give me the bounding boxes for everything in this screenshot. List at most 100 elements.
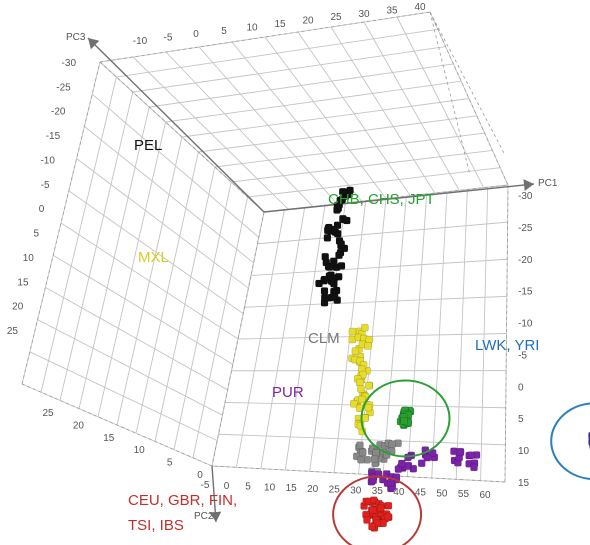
data-point-ceu-gbr-fin-tsi-ibs [384, 512, 392, 521]
pc1-axis-label: PC1 [538, 178, 558, 189]
label-clm: CLM [308, 330, 340, 347]
top-edge-tick-label: 40 [414, 2, 426, 13]
top-edge-tick-label: 15 [274, 19, 286, 30]
data-point-mxl [350, 400, 358, 408]
pc1-axis-arrowhead [523, 179, 534, 191]
frame-edge [429, 11, 506, 156]
grid-line-floor [237, 333, 507, 340]
data-point-pel [325, 263, 334, 271]
pc3-tick-label: 5 [34, 229, 40, 240]
pc3-tick-label: -5 [41, 180, 50, 191]
grid-line-floor [218, 433, 506, 446]
pc1-axis [263, 183, 535, 213]
grid-line-back-wall [231, 149, 493, 183]
data-point-pel [320, 277, 328, 285]
top-edge-tick-label: 35 [386, 5, 398, 16]
pc1-tick-label: 10 [264, 482, 276, 493]
data-point-mxl [364, 342, 372, 350]
pc3-tick-label: -30 [62, 58, 77, 69]
frame-edge [21, 383, 213, 467]
pc1-tick-label: 30 [350, 485, 362, 496]
pc1-tick-label: 5 [245, 482, 251, 493]
data-point-mxl [348, 335, 356, 344]
label-mxl: MXL [138, 249, 169, 266]
grid-line-back-wall [363, 21, 460, 191]
label-ceu-gbr-fin: CEU, GBR, FIN, [128, 492, 237, 509]
right-edge-tick-label: 5 [518, 414, 524, 425]
data-point-ceu-gbr-fin-tsi-ibs [368, 522, 376, 531]
pc1-tick-label: 0 [224, 481, 230, 492]
data-point-pel [323, 234, 332, 242]
data-point-pel [330, 280, 338, 288]
data-point-mxl [364, 403, 373, 412]
pc3-axis [87, 37, 265, 213]
data-point-mxl [357, 385, 365, 393]
data-point-mxl [356, 378, 364, 387]
pc2-tick-label: 15 [103, 433, 115, 444]
grid-line-back-wall [214, 132, 485, 168]
data-point-layer [315, 186, 590, 532]
top-edge-tick-label: 25 [330, 12, 342, 23]
data-point-mxl [361, 324, 369, 332]
frame-edge [429, 11, 509, 186]
pc3-tick-label: 15 [17, 277, 29, 288]
label-chb-chs-jpt: CHB, CHS, JPT [328, 191, 435, 208]
data-point-clm [356, 441, 364, 449]
pc1-tick-label: 60 [479, 490, 491, 501]
frame-edge [99, 11, 431, 63]
data-point-pel [336, 196, 344, 205]
grid-line-back-wall [181, 98, 470, 138]
data-point-clm [370, 455, 379, 463]
label-tsi-ibs: TSI, IBS [128, 517, 184, 534]
axis-layer [87, 37, 535, 523]
grid-line-back-wall [330, 26, 436, 194]
grid-line-back-wall [297, 31, 411, 197]
cluster-circle-layer [332, 379, 590, 545]
pc2-tick-label: 0 [197, 470, 203, 481]
data-point-clm [357, 456, 365, 464]
data-point-pel [320, 287, 329, 295]
pc1-tick-label: 20 [307, 484, 319, 495]
label-pur: PUR [272, 384, 304, 401]
top-edge-tick-label: 10 [246, 22, 258, 33]
pc3-tick-label: 20 [12, 302, 24, 313]
pc3-tick-label: 10 [23, 253, 35, 264]
data-point-pur [398, 459, 406, 468]
data-point-mxl [361, 414, 369, 422]
grid-line-back-wall [396, 16, 485, 188]
data-point-pel [335, 251, 343, 259]
label-pel: PEL [134, 137, 162, 154]
pc1-tick-label: -5 [201, 480, 210, 491]
frame-edge [211, 211, 265, 467]
data-point-pel [337, 262, 346, 270]
right-edge-tick-label: 0 [518, 382, 524, 393]
pc3-tick-label: -15 [46, 131, 61, 142]
pc2-tick-label: 5 [167, 458, 173, 469]
pc3-axis-label: PC3 [66, 32, 86, 43]
right-edge-tick-label: -15 [518, 287, 533, 298]
pc1-tick-label: 40 [393, 487, 405, 498]
pc3-axis-arrowhead [88, 38, 100, 50]
top-edge-tick-label: -5 [164, 33, 173, 44]
right-edge-tick-label: -25 [518, 223, 533, 234]
data-point-ceu-gbr-fin-tsi-ibs [377, 504, 385, 512]
right-edge-tick-label: -5 [518, 350, 527, 361]
right-edge-tick-label: -30 [518, 191, 533, 202]
pc1-tick-label: 50 [436, 488, 448, 499]
pc3-tick-label: -10 [40, 155, 55, 166]
pc2-axis-label: PC2 [194, 511, 214, 522]
data-point-pur [467, 451, 475, 459]
right-edge-tick-label: 10 [518, 446, 530, 457]
data-point-pel [330, 257, 338, 265]
grid-line-left-wall [154, 166, 216, 442]
grid-line-left-wall [76, 158, 249, 289]
cluster-circle-ceu-gbr-fin-tsi-ibs [332, 475, 423, 545]
pc1-tick-label: 35 [372, 486, 384, 497]
data-point-ceu-gbr-fin-tsi-ibs [384, 502, 393, 510]
pc3-tick-label: 0 [39, 204, 45, 215]
frame-edge [21, 61, 101, 385]
pc2-tick-label: 25 [42, 408, 54, 419]
frame-edge [211, 465, 506, 483]
data-point-pur [386, 479, 395, 487]
